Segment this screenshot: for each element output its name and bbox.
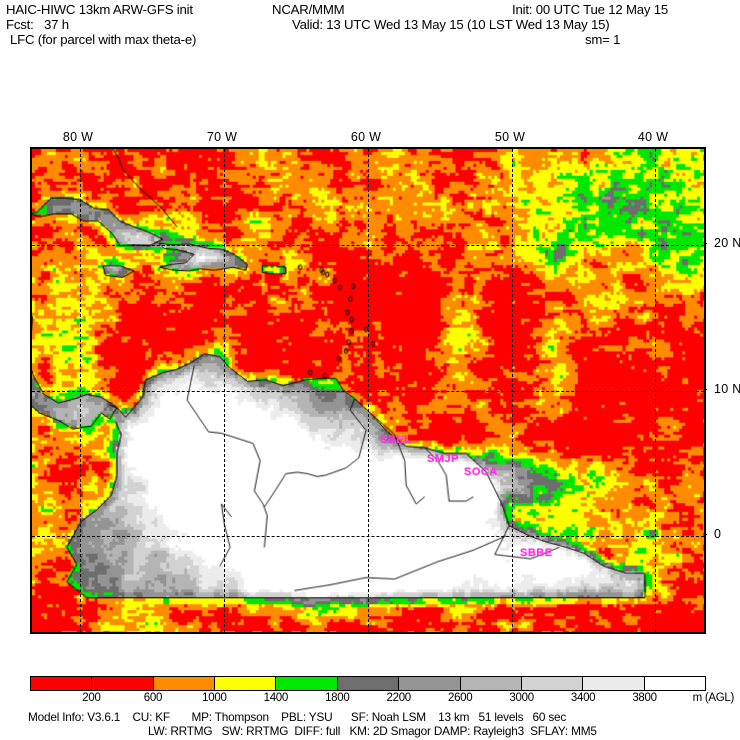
- colorbar-segment-2: [153, 677, 216, 690]
- header-center-label: NCAR/MMM: [272, 2, 345, 17]
- colorbar-tick-3800: 3800: [632, 692, 657, 704]
- colorbar-segment-0: [31, 677, 93, 690]
- station-label-sbbe: SBBE: [520, 547, 553, 559]
- station-label-soca: SOCA: [464, 466, 498, 478]
- colorbar-segment-9: [583, 677, 645, 690]
- model-info-line-1: Model Info: V3.6.1 CU: KF MP: Thompson P…: [28, 710, 567, 724]
- colorbar-segment-1: [92, 677, 154, 690]
- x-tick-label-3: 50 W: [494, 130, 526, 144]
- header-valid-time: Valid: 13 UTC Wed 13 May 15 (10 LST Wed …: [292, 17, 610, 32]
- header-smoothing: sm= 1: [585, 32, 621, 47]
- station-label-sbel: SBEL: [380, 434, 412, 446]
- colorbar-unit-label: m (AGL): [692, 692, 735, 704]
- header-forecast-hour: Fcst: 37 h: [6, 17, 69, 32]
- map-plot-area: SBEL SMJP SOCA SBBE: [30, 147, 706, 634]
- station-label-smjp: SMJP: [427, 453, 459, 465]
- colorbar-tick-1400: 1400: [263, 692, 289, 704]
- y-tick-label-1: 10 N: [714, 382, 740, 396]
- colorbar-segment-3: [215, 677, 277, 690]
- x-tick-label-2: 60 W: [350, 130, 382, 144]
- colorbar-tick-3400: 3400: [570, 692, 596, 704]
- x-tick-label-4: 40 W: [637, 130, 669, 144]
- colorbar-tick-600: 600: [143, 692, 163, 704]
- y-tick-label-0: 20 N: [714, 236, 740, 250]
- colorbar-segment-5: [337, 677, 400, 690]
- colorbar: [30, 676, 706, 691]
- map-frame: SBEL SMJP SOCA SBBE: [30, 147, 706, 634]
- header-model-title: HAIC-HIWC 13km ARW-GFS init: [6, 2, 193, 17]
- x-tick-label-0: 80 W: [62, 130, 94, 144]
- header-init-time: Init: 00 UTC Tue 12 May 15: [512, 2, 669, 17]
- colorbar-tick-1000: 1000: [202, 692, 227, 704]
- colorbar-tick-2600: 2600: [447, 692, 473, 704]
- y-tick-label-2: 0: [714, 527, 722, 541]
- model-info-line-2: LW: RRTMG SW: RRTMG DIFF: full KM: 2D Sm…: [148, 724, 597, 738]
- colorbar-tick-200: 200: [82, 692, 101, 704]
- plot-header: HAIC-HIWC 13km ARW-GFS init NCAR/MMM Ini…: [0, 0, 740, 58]
- colorbar-segment-10: [644, 677, 705, 690]
- colorbar-tick-1800: 1800: [325, 692, 350, 704]
- colorbar-segment-6: [399, 677, 461, 690]
- colorbar-segment-4: [276, 677, 338, 690]
- lfc-contour-fill: [32, 149, 704, 632]
- colorbar-tick-2200: 2200: [386, 692, 412, 704]
- x-tick-label-1: 70 W: [206, 130, 238, 144]
- colorbar-tick-3000: 3000: [509, 692, 534, 704]
- header-field-name: LFC (for parcel with max theta-e): [10, 32, 197, 47]
- colorbar-tick-labels: 200 600 1000 1400 1800 2200 2600 3000 3400 3800: [0, 692, 740, 706]
- colorbar-segment-8: [521, 677, 584, 690]
- colorbar-segment-7: [460, 677, 522, 690]
